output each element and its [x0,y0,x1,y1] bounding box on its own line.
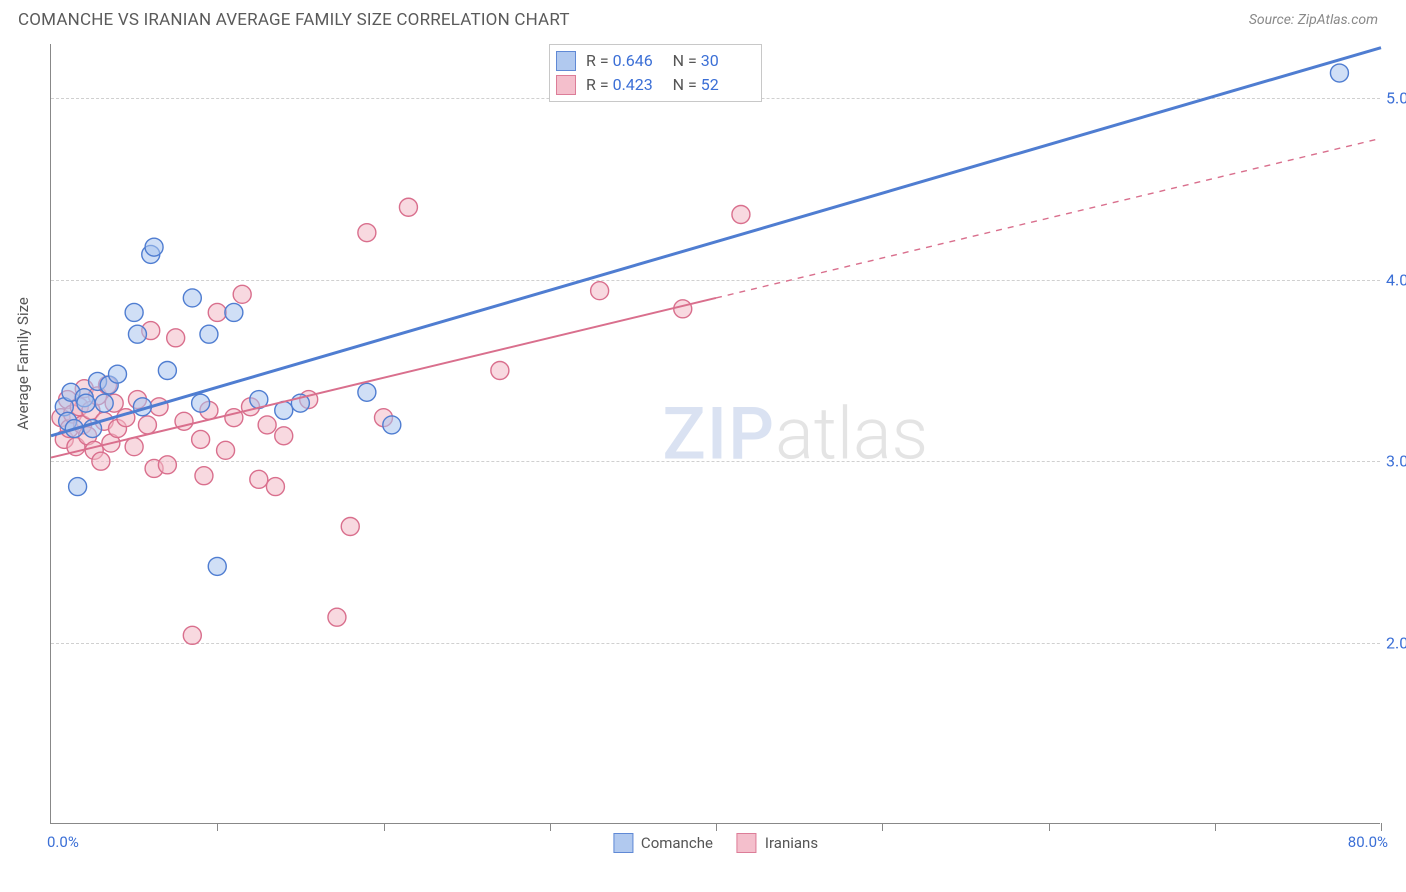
data-point [128,325,146,343]
x-axis-min-label: 0.0% [47,833,79,851]
y-tick-label: 2.00 [1386,633,1406,652]
legend-swatch-comanche [613,833,633,853]
data-point [167,329,185,347]
y-tick-label: 4.00 [1386,270,1406,289]
y-tick-label: 3.00 [1386,452,1406,471]
data-point [258,416,276,434]
y-tick-label: 5.00 [1386,89,1406,108]
chart-plot-area: 2.003.004.005.00 0.0% 80.0% ZIPatlas R =… [50,44,1380,824]
legend-item-iranians: Iranians [737,833,818,853]
source-attribution: Source: ZipAtlas.com [1249,12,1378,28]
legend-item-comanche: Comanche [613,833,713,853]
data-point [328,608,346,626]
data-point [109,365,127,383]
data-point [195,467,213,485]
stats-row-comanche: R = 0.646 N = 30 [556,49,751,73]
chart-title: COMANCHE VS IRANIAN AVERAGE FAMILY SIZE … [18,10,570,30]
data-point [233,285,251,303]
x-tick [1215,823,1216,831]
data-point [200,325,218,343]
data-point [183,289,201,307]
data-point [250,470,268,488]
trend-line [51,48,1381,436]
data-point [275,427,293,445]
x-axis-max-label: 80.0% [1348,833,1388,851]
data-point [674,300,692,318]
data-point [158,362,176,380]
correlation-stats-box: R = 0.646 N = 30 R = 0.423 N = 52 [549,44,762,102]
swatch-comanche [556,51,576,71]
data-point [591,282,609,300]
data-point [266,478,284,496]
x-tick [384,823,385,831]
x-tick [882,823,883,831]
data-point [158,456,176,474]
data-point [341,518,359,536]
data-point [358,383,376,401]
stats-row-iranians: R = 0.423 N = 52 [556,73,751,97]
data-point [95,394,113,412]
x-tick [716,823,717,831]
x-tick [1049,823,1050,831]
data-point [192,430,210,448]
data-point [125,303,143,321]
data-point [125,438,143,456]
legend-label-iranians: Iranians [765,834,818,852]
data-point [138,416,156,434]
data-point [77,394,95,412]
data-point [358,224,376,242]
y-axis-label: Average Family Size [14,297,32,430]
data-point [192,394,210,412]
x-tick [550,823,551,831]
legend-label-comanche: Comanche [641,834,713,852]
x-tick [217,823,218,831]
data-point [145,238,163,256]
data-point [217,441,235,459]
data-point [208,303,226,321]
data-point [383,416,401,434]
x-tick [1381,823,1382,831]
swatch-iranians [556,75,576,95]
data-point [1330,64,1348,82]
data-point [491,362,509,380]
data-point [399,198,417,216]
data-point [69,478,87,496]
data-point [732,206,750,224]
data-point [92,452,110,470]
legend-swatch-iranians [737,833,757,853]
scatter-plot-svg [51,44,1380,823]
data-point [183,626,201,644]
data-point [225,303,243,321]
trend-line [716,138,1381,298]
data-point [208,557,226,575]
bottom-legend: Comanche Iranians [613,833,818,853]
